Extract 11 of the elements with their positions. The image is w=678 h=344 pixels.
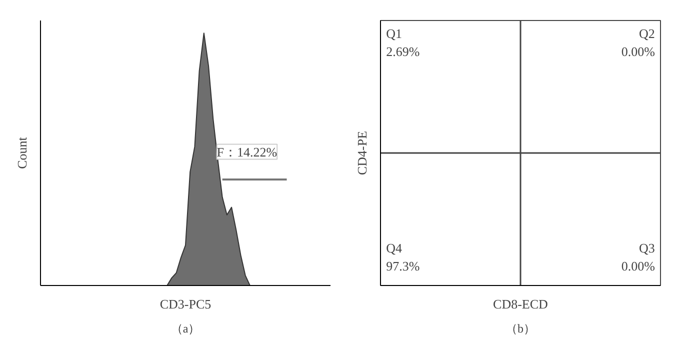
text: （b） [506, 322, 536, 336]
text: （a） [170, 322, 200, 336]
text: Q3 0.00% [621, 240, 656, 274]
x-axis-title: CD3-PC5 [160, 296, 212, 312]
text: CD4-PE [354, 130, 370, 176]
annotation: F：14.22% [216, 144, 278, 160]
y-axis-title: Count [14, 136, 30, 169]
text: Q2 0.00% [621, 26, 656, 59]
text: Q4 97.3% [386, 240, 420, 274]
text: Q1 2.69% [386, 26, 420, 59]
text: CD8-ECD [493, 296, 548, 312]
